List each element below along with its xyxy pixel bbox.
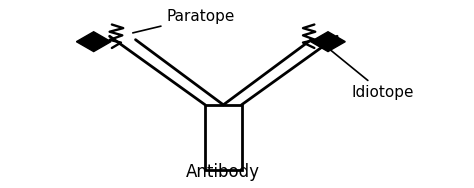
- Text: Paratope: Paratope: [133, 9, 235, 33]
- Text: Antibody: Antibody: [186, 163, 260, 181]
- Bar: [205, 105, 242, 170]
- Polygon shape: [311, 32, 345, 52]
- Polygon shape: [76, 32, 111, 52]
- Text: Idiotope: Idiotope: [330, 50, 414, 100]
